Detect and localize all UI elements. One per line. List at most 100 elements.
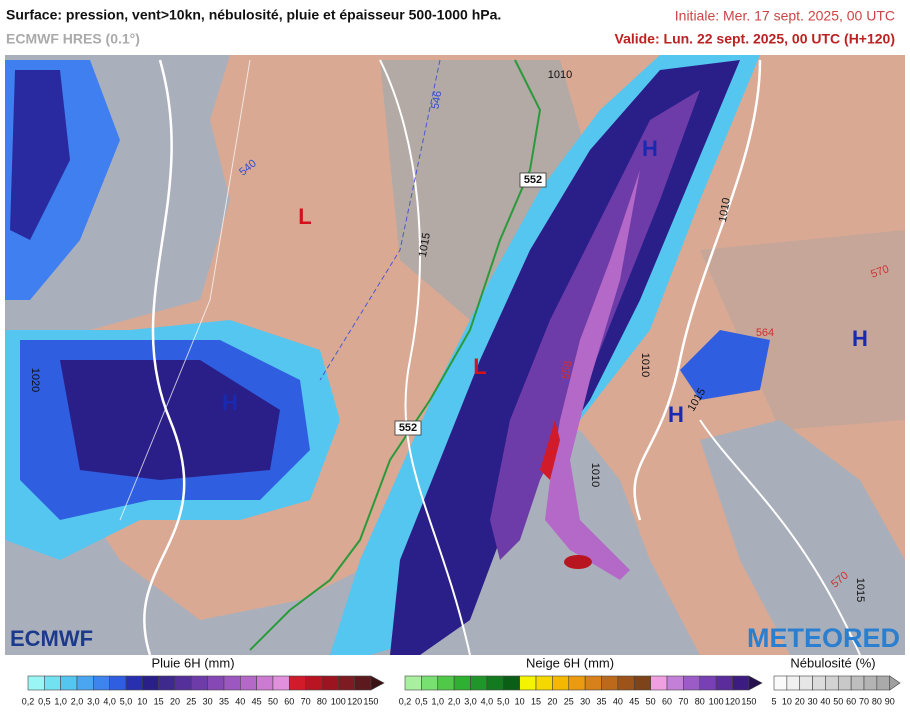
legend-label: 150: [741, 696, 756, 706]
legend-label: 80: [695, 696, 705, 706]
legend-swatch: [584, 675, 602, 691]
legend-swatch: [786, 675, 801, 691]
legend-label: 70: [678, 696, 688, 706]
legend-swatch: [825, 675, 839, 691]
model: ECMWF HRES (0.1°): [6, 31, 140, 47]
legend-label: 90: [885, 696, 895, 706]
legend-label: 0,2: [399, 696, 412, 706]
legend-swatch: [76, 675, 94, 691]
legend-swatch: [837, 675, 852, 691]
logo-ecmwf: ECMWF: [10, 626, 93, 651]
legend-label: 4,0: [481, 696, 494, 706]
legend-swatch: [207, 675, 225, 691]
legend-label: 50: [833, 696, 843, 706]
low-center: L: [473, 354, 486, 379]
legend-label: 10: [137, 696, 147, 706]
isobar-label: 1020: [29, 368, 41, 392]
legend-swatch: [732, 675, 750, 691]
legend-label: 15: [531, 696, 541, 706]
legend-label: 120: [347, 696, 362, 706]
map: LLHHHH1010101510201010101010101015101555…: [5, 55, 905, 655]
legend-title: Nébulosité (%): [790, 655, 875, 670]
legend-label: 25: [186, 696, 196, 706]
legend-label: 40: [820, 696, 830, 706]
thickness-label: 546: [429, 90, 444, 110]
isobar-label: 1010: [589, 463, 601, 487]
legend-swatch: [256, 675, 274, 691]
legend-swatch: [305, 675, 323, 691]
legend-swatch: [191, 675, 208, 691]
thickness-label: 552: [399, 422, 417, 434]
legend-swatch: [27, 675, 45, 691]
legend-label: 70: [859, 696, 869, 706]
legend-arrow: [748, 675, 763, 691]
legend-swatch: [354, 675, 372, 691]
legend-label: 120: [725, 696, 740, 706]
legend-label: 40: [235, 696, 245, 706]
legend-label: 3,0: [464, 696, 477, 706]
legend-label: 0,2: [22, 696, 35, 706]
legend-swatch: [60, 675, 78, 691]
legend-swatch: [650, 675, 668, 691]
legend-swatch: [288, 675, 306, 691]
legend-swatch: [174, 675, 192, 691]
legend-swatch: [44, 675, 61, 691]
legend-swatch: [863, 675, 878, 691]
legend-swatch: [125, 675, 143, 691]
legend-label: 4,0: [103, 696, 116, 706]
legend-swatch: [272, 675, 290, 691]
legend-label: 5: [771, 696, 776, 706]
legend-label: 1,0: [431, 696, 444, 706]
legend-label: 35: [597, 696, 607, 706]
legend-label: 100: [331, 696, 346, 706]
legend-label: 20: [547, 696, 557, 706]
legend-label: 10: [782, 696, 792, 706]
legend-label: 1,0: [54, 696, 67, 706]
legend-swatch: [486, 675, 504, 691]
high-center: H: [222, 390, 238, 415]
legend-label: 45: [252, 696, 262, 706]
isobar-label: 1010: [639, 353, 651, 377]
legend-swatch: [683, 675, 701, 691]
legend-label: 5,0: [497, 696, 510, 706]
legend-label: 30: [203, 696, 213, 706]
legend-label: 50: [268, 696, 278, 706]
isobar-label: 1010: [717, 197, 733, 223]
high-center: H: [668, 402, 684, 427]
legend-swatch: [502, 675, 520, 691]
legend-label: 100: [709, 696, 724, 706]
legend-swatch: [812, 675, 826, 691]
legend-label: 3,0: [87, 696, 100, 706]
legend-swatch: [773, 675, 788, 691]
legend-label: 60: [284, 696, 294, 706]
legend-swatch: [715, 675, 733, 691]
legend-swatch: [552, 675, 570, 691]
legend-label: 15: [154, 696, 164, 706]
thickness-label: 558: [559, 360, 574, 380]
legend-swatch: [337, 675, 355, 691]
legend-swatch: [601, 675, 619, 691]
legend-arrow: [370, 675, 385, 691]
isobar-label: 1010: [548, 69, 572, 81]
legend-swatch: [239, 675, 257, 691]
legends: Pluie 6H (mm)0,2 0,5 1,0 2,0 3,0 4,0 5,0 10 15 20…: [22, 655, 901, 706]
legend-label: 2,0: [448, 696, 461, 706]
legend-label: 70: [301, 696, 311, 706]
legend-label: 0,5: [415, 696, 428, 706]
legend-swatch: [437, 675, 455, 691]
legend-label: 60: [846, 696, 856, 706]
legend-swatch: [535, 675, 553, 691]
logo-meteored: METEORED: [747, 623, 900, 653]
legend-label: 5,0: [120, 696, 133, 706]
initial-time: Initiale: Mer. 17 sept. 2025, 00 UTC: [675, 8, 895, 24]
legend-swatch: [568, 675, 586, 691]
legend-swatch: [142, 675, 159, 691]
legend-label: 20: [170, 696, 180, 706]
title: Surface: pression, vent>10kn, nébulosité…: [6, 7, 501, 23]
legend-label: 30: [580, 696, 590, 706]
legend-label: 80: [872, 696, 882, 706]
legend-label: 80: [317, 696, 327, 706]
legend-label: 25: [564, 696, 574, 706]
isobar-label: 1015: [417, 232, 433, 258]
legend-swatch: [421, 675, 439, 691]
